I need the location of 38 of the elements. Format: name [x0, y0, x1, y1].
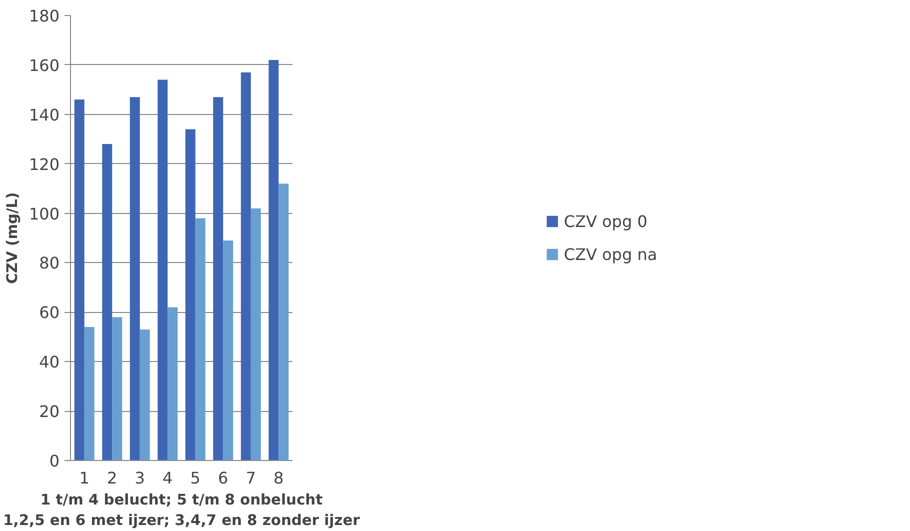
y-tick-label: 140 [28, 105, 60, 124]
x-axis-title: 1 t/m 4 belucht; 5 t/m 8 onbelucht 1,2,5 en 6 met ijzer; 3,4,7 en 8 zonder ijzer [3, 492, 361, 529]
bar [158, 80, 168, 460]
legend-label: CZV opg 0 [564, 212, 648, 230]
y-tick-label: 60 [39, 303, 60, 322]
x-tick-label: 5 [190, 468, 200, 488]
bar [168, 307, 178, 460]
y-tick-label: 100 [28, 204, 60, 224]
bar [130, 97, 140, 460]
y-tick-label: 20 [39, 402, 60, 422]
x-tick-label: 2 [107, 468, 118, 488]
y-tick-label: 160 [28, 56, 60, 75]
y-tick-label: 0 [49, 452, 60, 470]
x-tick-label: 1 [79, 468, 90, 488]
bar [185, 129, 196, 460]
bar [84, 327, 94, 460]
bar [213, 97, 224, 460]
x-tick-label: 6 [218, 468, 228, 488]
bar [140, 329, 150, 460]
bar [102, 144, 112, 460]
bar [268, 60, 279, 460]
bar [240, 72, 251, 460]
y-tick-label: 180 [28, 6, 60, 26]
legend-label: CZV opg na [564, 244, 658, 264]
bar [278, 184, 289, 460]
x-tick-label: 8 [274, 468, 284, 488]
bar [250, 208, 261, 460]
bar [74, 100, 84, 460]
bar [195, 218, 206, 460]
x-tick-label: 7 [246, 468, 256, 488]
y-tick-label: 120 [28, 154, 60, 174]
y-tick-label: 80 [39, 254, 60, 273]
y-tick-label: 40 [39, 352, 60, 372]
x-tick-label: 3 [134, 468, 145, 488]
bar [223, 240, 234, 460]
x-tick-label: 4 [162, 468, 173, 488]
y-axis-title: CZV (mg/L) [4, 192, 21, 284]
bar [112, 317, 122, 460]
